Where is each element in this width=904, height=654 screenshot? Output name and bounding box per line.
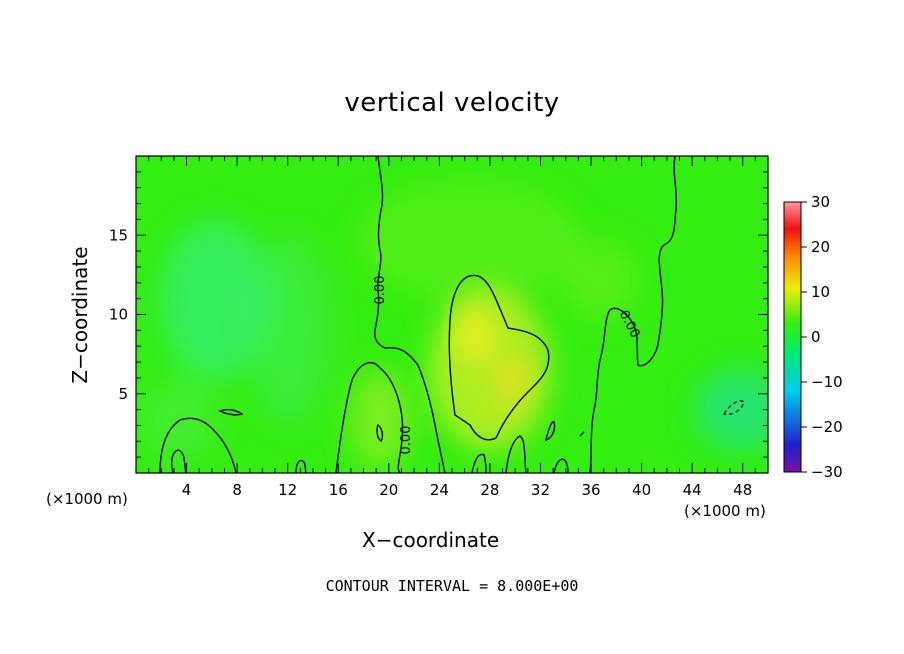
x-tick-label: 44 xyxy=(683,481,702,499)
y-tick-label: 5 xyxy=(118,385,128,403)
x-tick-label: 24 xyxy=(430,481,449,499)
y-tick-label: 15 xyxy=(109,226,128,244)
contour-bottom-a xyxy=(471,453,487,473)
axis-ticks xyxy=(136,156,768,473)
contour-small-left xyxy=(218,408,244,416)
x-tick-label: 16 xyxy=(329,481,348,499)
x-unit-label-right: (×1000 m) xyxy=(684,502,766,520)
colorbar-tick-label: 20 xyxy=(811,238,830,256)
contour-updraft-closed xyxy=(448,274,550,441)
contour-zero-right-band xyxy=(589,156,678,473)
colorbar-tick-label: 0 xyxy=(811,328,821,346)
y-tick-label: 10 xyxy=(109,306,128,324)
contour-bottom-b xyxy=(505,435,527,473)
x-tick-label: 36 xyxy=(581,481,600,499)
colorbar-tick-label: −30 xyxy=(811,463,843,481)
contour-zero-low-lobe xyxy=(335,361,404,473)
contour-zero-left-band xyxy=(373,156,446,473)
x-tick-label: 8 xyxy=(232,481,242,499)
contour-left-bottom xyxy=(159,417,237,473)
contour-bottom-c xyxy=(545,421,556,442)
contour-label-zero-2: 0.00 xyxy=(399,426,414,455)
x-tick-label: 4 xyxy=(182,481,192,499)
contour-small-bottom xyxy=(295,459,307,473)
x-tick-label: 40 xyxy=(632,481,651,499)
colorbar-tick-label: −20 xyxy=(811,418,843,436)
x-tick-label: 12 xyxy=(278,481,297,499)
contour-tick xyxy=(579,431,585,437)
colorbar-tick-label: 30 xyxy=(811,193,830,211)
contour-negative-dashed xyxy=(723,400,745,415)
x-tick-label: 28 xyxy=(480,481,499,499)
y-axis-label: Z−coordinate xyxy=(68,246,92,384)
updraft-core xyxy=(457,307,528,404)
colorbar xyxy=(783,201,802,473)
x-unit-label-left: (×1000 m) xyxy=(46,490,128,508)
contour-small-core xyxy=(376,423,384,443)
velocity-field xyxy=(136,156,768,473)
contour-bottom-d xyxy=(553,458,569,473)
contour-left-bottom-inner xyxy=(170,449,187,473)
chart-title: vertical velocity xyxy=(344,88,560,118)
colorbar-tick-label: −10 xyxy=(811,373,843,391)
x-axis-label: X−coordinate xyxy=(362,528,500,552)
colorbar-ticks xyxy=(801,201,807,473)
colorbar-tick-label: 10 xyxy=(811,283,830,301)
x-tick-label: 32 xyxy=(531,481,550,499)
colorbar-labels: 30 20 10 0 −10 −20 −30 xyxy=(811,193,843,481)
x-tick-label: 48 xyxy=(733,481,752,499)
x-tick-label: 20 xyxy=(379,481,398,499)
contour-label-zero-1: 0.00 xyxy=(373,276,388,305)
contour-interval-text: CONTOUR INTERVAL = 8.000E+00 xyxy=(325,577,579,595)
zero-contours xyxy=(159,156,678,473)
